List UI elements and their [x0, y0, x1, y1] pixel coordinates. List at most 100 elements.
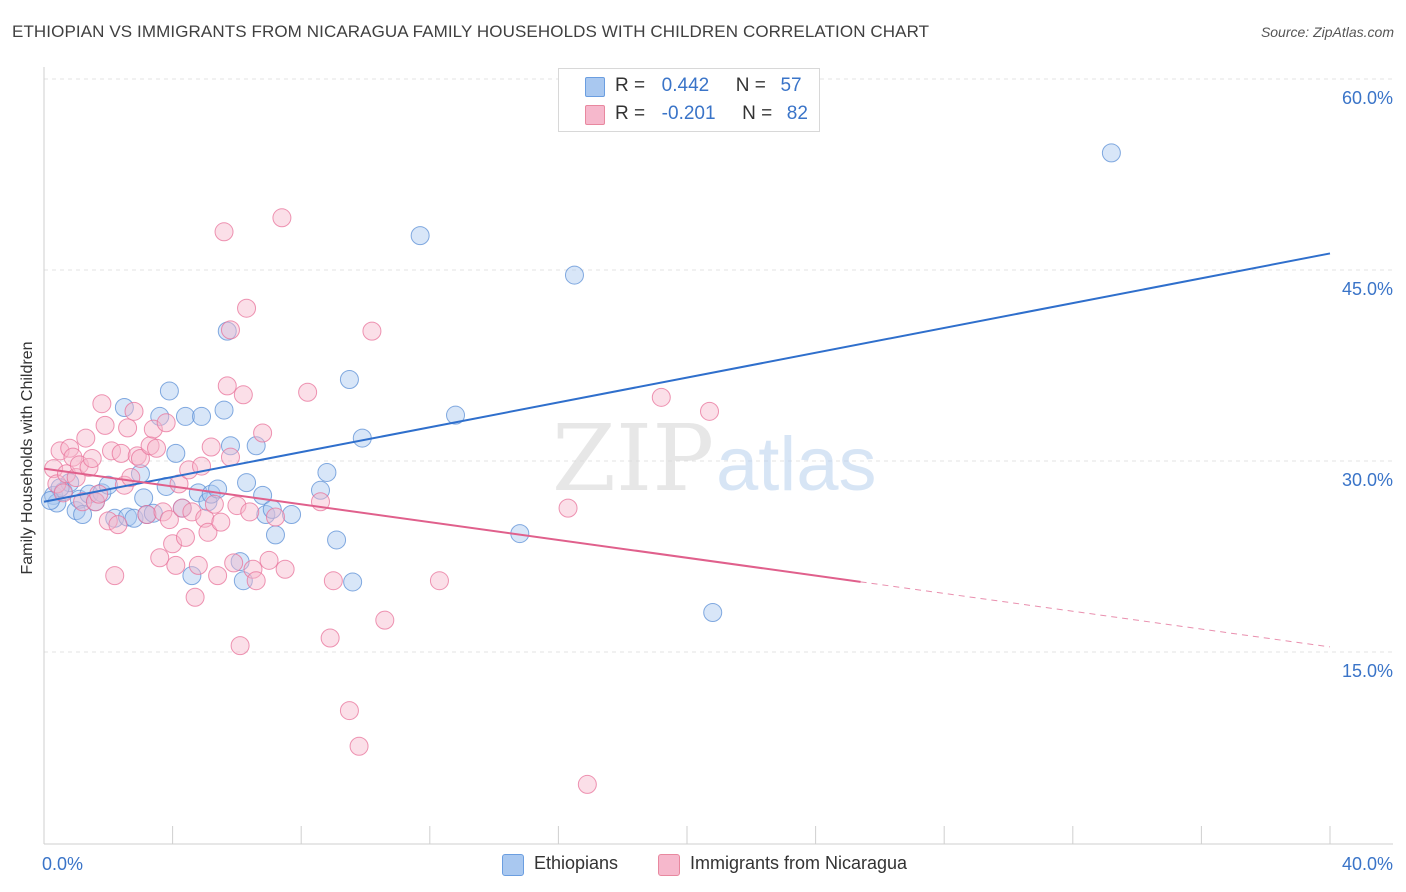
point-nicaragua [150, 548, 170, 568]
point-ethiopians [703, 603, 723, 623]
point-nicaragua [323, 571, 343, 591]
x-tick-label: 0.0% [42, 854, 83, 874]
point-nicaragua [127, 446, 147, 466]
point-ethiopians [246, 436, 266, 456]
point-nicaragua [298, 382, 318, 402]
n-label: N = [742, 103, 773, 124]
point-nicaragua [153, 502, 173, 522]
point-nicaragua [230, 636, 250, 656]
point-ethiopians [182, 566, 202, 586]
point-ethiopians [134, 488, 154, 508]
point-nicaragua [175, 527, 195, 547]
point-nicaragua [111, 443, 131, 463]
point-nicaragua [375, 610, 395, 630]
point-ethiopians [564, 265, 584, 285]
n-value-nicaragua: 82 [786, 103, 808, 124]
point-nicaragua [95, 415, 115, 435]
point-ethiopians [214, 400, 234, 420]
point-nicaragua [339, 701, 359, 721]
watermark: ZIP atlas [552, 405, 877, 512]
point-nicaragua [124, 401, 144, 421]
point-nicaragua [159, 510, 179, 530]
point-nicaragua [700, 401, 720, 421]
point-nicaragua [166, 555, 186, 575]
point-nicaragua [577, 774, 597, 794]
point-nicaragua [204, 494, 224, 514]
stats-legend: R = 0.442 N = 57 R = -0.201 N = 82 [558, 68, 820, 132]
legend-label-ethiopians: Ethiopians [534, 853, 619, 873]
point-ethiopians [446, 405, 466, 425]
point-nicaragua [208, 566, 228, 586]
point-ethiopians [317, 462, 337, 482]
point-nicaragua [195, 508, 215, 528]
point-nicaragua [185, 587, 205, 607]
n-label: N = [735, 75, 766, 96]
point-ethiopians [159, 381, 179, 401]
y-tick-label: 45.0% [1342, 279, 1393, 299]
point-nicaragua [82, 448, 102, 468]
point-nicaragua [243, 559, 263, 579]
point-ethiopians [327, 530, 347, 550]
y-tick-label: 30.0% [1342, 470, 1393, 490]
point-ethiopians [114, 398, 134, 418]
point-nicaragua [220, 447, 240, 467]
point-nicaragua [156, 413, 176, 433]
point-ethiopians [50, 478, 70, 498]
r-label: R = [615, 75, 646, 96]
watermark-zip: ZIP [552, 405, 714, 512]
point-nicaragua [201, 437, 221, 457]
point-ethiopians [124, 508, 144, 528]
point-ethiopians [166, 443, 186, 463]
trend-line-nicaragua [43, 467, 861, 583]
y-tick-label: 60.0% [1342, 88, 1393, 108]
point-nicaragua [253, 423, 273, 443]
point-nicaragua [108, 515, 128, 535]
series-legend: Ethiopians Immigrants from Nicaragua [0, 852, 1406, 878]
point-ethiopians [237, 473, 257, 493]
point-nicaragua [89, 484, 109, 504]
point-ethiopians [201, 484, 221, 504]
point-nicaragua [130, 448, 150, 468]
legend-label-nicaragua: Immigrants from Nicaragua [690, 853, 908, 873]
point-nicaragua [237, 298, 257, 318]
point-nicaragua [275, 559, 295, 579]
point-nicaragua [558, 498, 578, 518]
axes [43, 67, 1393, 845]
point-ethiopians [410, 226, 430, 246]
n-value-ethiopians: 57 [780, 75, 802, 96]
point-nicaragua [147, 438, 167, 458]
point-nicaragua [240, 502, 260, 522]
point-nicaragua [188, 555, 208, 575]
point-ethiopians [118, 507, 138, 527]
point-nicaragua [224, 553, 244, 573]
point-nicaragua [137, 504, 157, 524]
watermark-atlas: atlas [716, 422, 877, 507]
point-nicaragua [214, 222, 234, 242]
x-tick-label: 40.0% [1342, 854, 1393, 874]
r-value-ethiopians: 0.442 [661, 75, 710, 96]
point-nicaragua [98, 511, 118, 531]
point-nicaragua [233, 385, 253, 405]
point-ethiopians [1101, 143, 1121, 163]
point-ethiopians [217, 321, 237, 341]
point-nicaragua [211, 512, 231, 532]
y-tick-label: 15.0% [1342, 661, 1393, 681]
point-nicaragua [349, 736, 369, 756]
trend-lines [43, 252, 1331, 648]
point-nicaragua [246, 571, 266, 591]
point-ethiopians [310, 480, 330, 500]
point-ethiopians [220, 436, 240, 456]
legend-swatch-ethiopians [585, 77, 605, 97]
point-nicaragua [63, 447, 83, 467]
data-points [40, 143, 1121, 794]
trend-line-nicaragua-extension [860, 581, 1331, 648]
point-nicaragua [76, 428, 96, 448]
point-nicaragua [220, 320, 240, 340]
r-label: R = [615, 103, 646, 124]
point-nicaragua [272, 208, 292, 228]
point-nicaragua [429, 571, 449, 591]
point-ethiopians [192, 406, 212, 426]
axis-ticks: 15.0% 30.0% 45.0% 60.0% 0.0% 40.0% [42, 88, 1393, 874]
point-nicaragua [265, 507, 285, 527]
